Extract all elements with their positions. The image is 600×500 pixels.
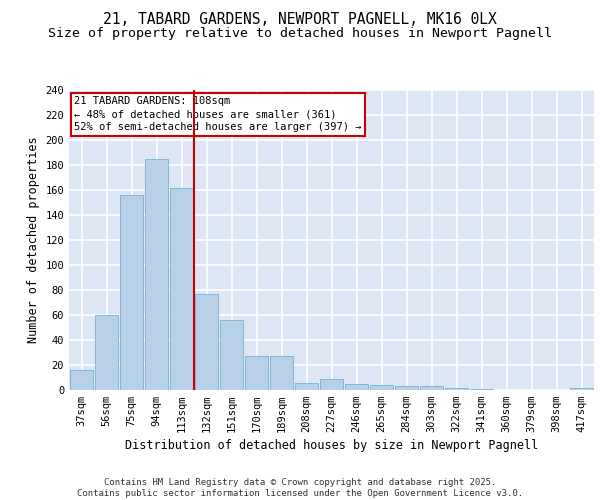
Bar xyxy=(419,386,443,390)
Bar xyxy=(344,384,368,390)
X-axis label: Distribution of detached houses by size in Newport Pagnell: Distribution of detached houses by size … xyxy=(125,440,538,452)
Bar xyxy=(70,370,94,390)
Bar xyxy=(295,382,319,390)
Text: 21 TABARD GARDENS: 108sqm
← 48% of detached houses are smaller (361)
52% of semi: 21 TABARD GARDENS: 108sqm ← 48% of detac… xyxy=(74,96,362,132)
Bar xyxy=(119,195,143,390)
Bar xyxy=(269,356,293,390)
Bar xyxy=(395,386,418,390)
Bar xyxy=(445,388,469,390)
Bar xyxy=(145,159,169,390)
Bar xyxy=(569,388,593,390)
Bar xyxy=(170,188,193,390)
Text: 21, TABARD GARDENS, NEWPORT PAGNELL, MK16 0LX: 21, TABARD GARDENS, NEWPORT PAGNELL, MK1… xyxy=(103,12,497,28)
Y-axis label: Number of detached properties: Number of detached properties xyxy=(27,136,40,344)
Bar xyxy=(370,385,394,390)
Text: Contains HM Land Registry data © Crown copyright and database right 2025.
Contai: Contains HM Land Registry data © Crown c… xyxy=(77,478,523,498)
Bar xyxy=(194,294,218,390)
Text: Size of property relative to detached houses in Newport Pagnell: Size of property relative to detached ho… xyxy=(48,28,552,40)
Bar xyxy=(320,379,343,390)
Bar xyxy=(470,389,493,390)
Bar xyxy=(245,356,268,390)
Bar xyxy=(95,315,118,390)
Bar xyxy=(220,320,244,390)
